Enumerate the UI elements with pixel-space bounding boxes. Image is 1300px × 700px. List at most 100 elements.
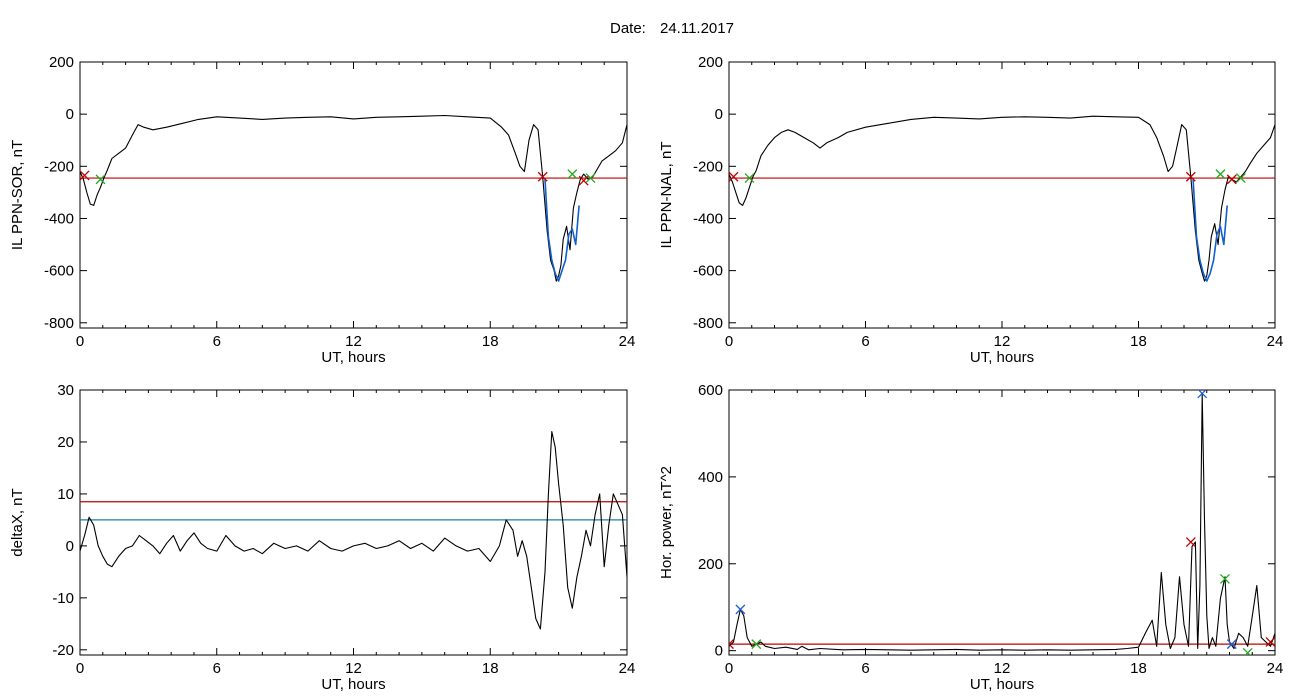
x-tick-label: 6 — [213, 660, 221, 677]
y-tick-label: 0 — [66, 106, 74, 123]
series-line-disturbed — [544, 179, 580, 282]
marker-stroke — [1219, 574, 1230, 584]
marker-stroke — [1235, 173, 1246, 184]
marker-red — [1185, 171, 1196, 182]
chart-panel-2: 0 6 12 18 24 200 0 -200 -400 -600 -800 UT, hours IL … — [658, 54, 1283, 366]
y-tick-label: 0 — [715, 106, 723, 123]
marker-red — [1185, 537, 1196, 548]
y-axis-label: IL PPN-NAL, nT — [658, 142, 675, 249]
chart-panel-1: 0 6 12 18 24 200 0 -200 -400 -600 -800 UT, hours IL … — [9, 54, 635, 366]
marker-blue — [1226, 639, 1237, 650]
plot-frame — [79, 389, 628, 656]
x-axis-label: UT, hours — [970, 676, 1034, 693]
y-tick-label: -400 — [44, 210, 74, 227]
y-axis-label: Hor. power, nT^2 — [658, 466, 675, 579]
marker-stroke — [95, 174, 106, 185]
x-tick-label: 0 — [76, 333, 84, 350]
x-tick-label: 24 — [1267, 333, 1284, 350]
marker-red — [80, 170, 90, 181]
y-tick-label: 200 — [698, 54, 723, 71]
marker-stroke — [1185, 171, 1196, 182]
chart-panel-3: 0 6 12 18 24 30 20 10 0 -10 -20 UT, hours deltaX, nT — [9, 382, 635, 693]
marker-green — [1215, 169, 1226, 180]
y-tick-label: 200 — [698, 556, 723, 573]
marker-green — [1242, 647, 1253, 655]
marker-stroke — [751, 639, 762, 650]
marker-red — [1226, 174, 1237, 185]
x-tick-label: 6 — [861, 333, 869, 350]
marker-red — [578, 175, 589, 186]
date-label: Date: — [610, 20, 646, 37]
marker-stroke — [578, 175, 589, 186]
y-tick-label: -200 — [44, 158, 74, 175]
y-tick-label: 600 — [698, 382, 723, 399]
date-value: 24.11.2017 — [660, 20, 734, 37]
y-tick-label: -600 — [693, 263, 723, 280]
marker-green — [1219, 574, 1230, 584]
marker-stroke — [537, 171, 548, 182]
marker-stroke — [1215, 169, 1226, 180]
y-axis-label: IL PPN-SOR, nT — [9, 140, 26, 250]
marker-stroke — [735, 604, 746, 615]
y-tick-label: 200 — [49, 54, 74, 71]
marker-stroke — [1226, 639, 1237, 650]
y-axis-label: deltaX, nT — [9, 488, 26, 556]
y-tick-label: -400 — [693, 210, 723, 227]
y-tick-label: -800 — [693, 315, 723, 332]
x-tick-label: 0 — [725, 660, 733, 677]
y-tick-label: 0 — [66, 538, 74, 555]
x-tick-label: 6 — [861, 660, 869, 677]
marker-stroke — [1244, 647, 1253, 655]
y-tick-label: 400 — [698, 469, 723, 486]
plot-frame — [728, 389, 1276, 656]
marker-green — [585, 173, 596, 184]
series-line — [729, 393, 1275, 651]
plot-frame — [728, 61, 1276, 329]
plot-area — [80, 114, 627, 282]
y-tick-label: 0 — [715, 643, 723, 660]
marker-stroke — [729, 639, 734, 646]
marker-stroke — [1265, 637, 1275, 647]
marker-green — [751, 639, 762, 650]
x-axis-label: UT, hours — [970, 349, 1034, 366]
x-tick-label: 0 — [725, 333, 733, 350]
y-tick-label: -10 — [52, 590, 74, 607]
marker-stroke — [1197, 390, 1207, 399]
y-tick-label: -200 — [693, 158, 723, 175]
y-tick-label: 20 — [57, 434, 74, 451]
marker-stroke — [80, 170, 90, 181]
marker-stroke — [729, 643, 734, 650]
marker-stroke — [744, 173, 755, 184]
series-line — [80, 431, 627, 630]
plot-area — [80, 431, 627, 630]
x-tick-label: 18 — [1130, 660, 1147, 677]
marker-green — [95, 174, 106, 185]
marker-blue — [1197, 390, 1208, 399]
x-axis-label: UT, hours — [321, 349, 385, 366]
marker-red — [729, 639, 734, 650]
marker-red — [1265, 637, 1275, 647]
series-line-disturbed — [1192, 179, 1228, 282]
marker-stroke — [585, 173, 596, 184]
series-line — [729, 115, 1275, 282]
marker-stroke — [1185, 537, 1196, 548]
chart-panel-4: 0 6 12 18 24 600 400 200 0 UT, hours Hor. power, n… — [658, 382, 1283, 693]
x-tick-label: 0 — [76, 660, 84, 677]
x-tick-label: 12 — [345, 333, 362, 350]
y-tick-label: -20 — [52, 642, 74, 659]
marker-red — [729, 171, 739, 182]
x-tick-label: 12 — [994, 333, 1011, 350]
plot-area — [729, 115, 1275, 282]
x-axis-label: UT, hours — [321, 676, 385, 693]
y-tick-label: -800 — [44, 315, 74, 332]
marker-stroke — [729, 171, 739, 182]
x-tick-label: 12 — [994, 660, 1011, 677]
marker-green — [1235, 173, 1246, 184]
plot-frame — [79, 61, 628, 329]
y-tick-label: -600 — [44, 263, 74, 280]
marker-red — [537, 171, 548, 182]
x-tick-label: 24 — [619, 333, 636, 350]
plot-area — [729, 390, 1275, 655]
